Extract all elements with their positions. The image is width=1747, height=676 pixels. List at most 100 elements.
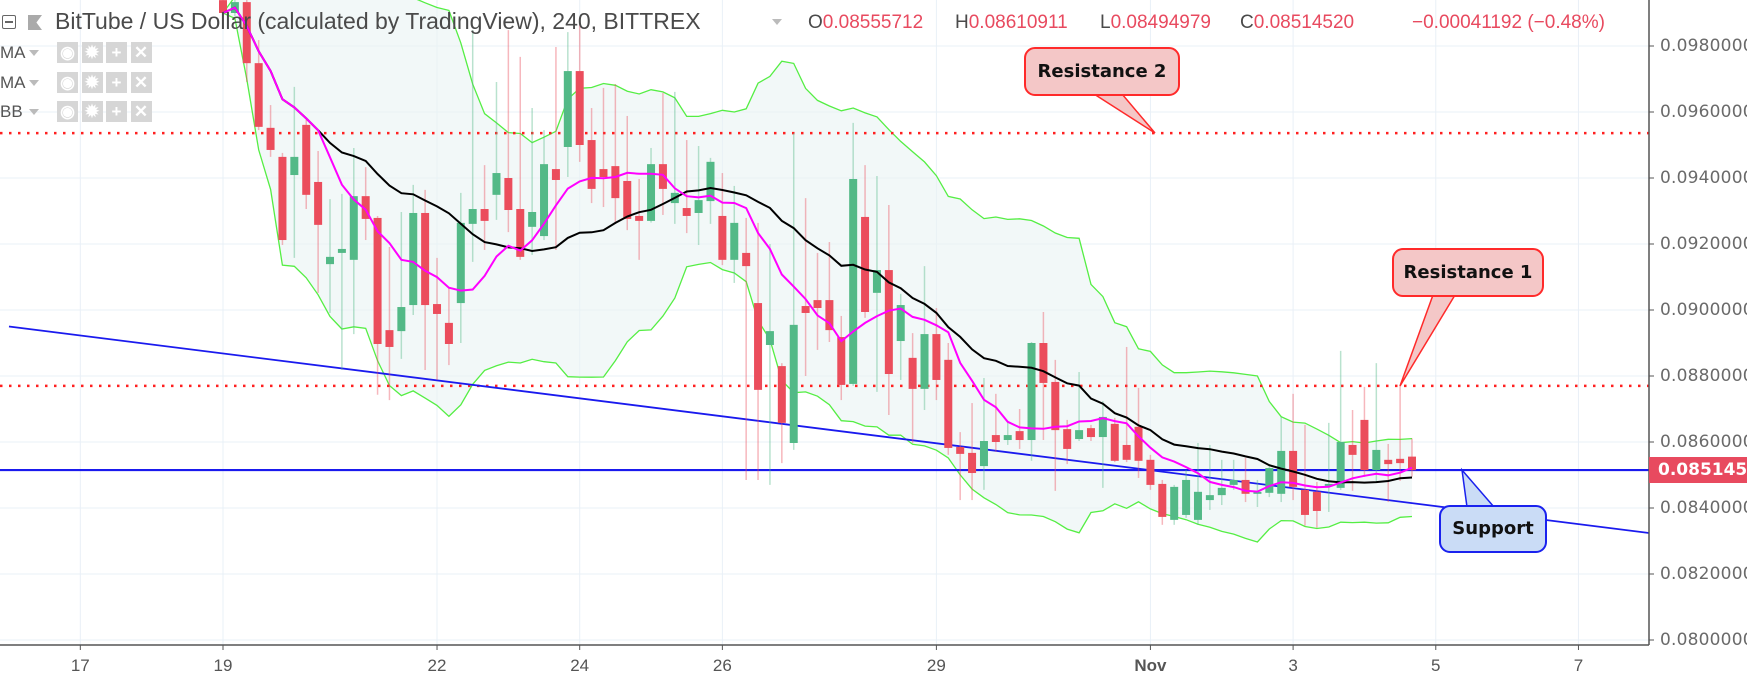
close-icon[interactable]: ✕ <box>130 42 152 63</box>
candle-body[interactable] <box>1324 483 1333 486</box>
candle-body[interactable] <box>1336 442 1345 488</box>
candle-body[interactable] <box>1205 495 1214 501</box>
close-icon[interactable]: ✕ <box>130 101 152 122</box>
candle-body[interactable] <box>1312 491 1321 511</box>
candle-body[interactable] <box>254 63 263 127</box>
candle-body[interactable] <box>587 140 596 189</box>
collapse-icon[interactable] <box>2 15 16 29</box>
candle-body[interactable] <box>647 164 656 221</box>
candle-body[interactable] <box>349 196 358 260</box>
candle-body[interactable] <box>872 270 881 293</box>
candle-body[interactable] <box>1003 435 1012 441</box>
candle-body[interactable] <box>409 212 418 306</box>
candle-body[interactable] <box>1015 431 1024 441</box>
candle-body[interactable] <box>1146 459 1155 485</box>
candle-body[interactable] <box>813 300 822 309</box>
candle-body[interactable] <box>444 322 453 344</box>
descending-trendline[interactable] <box>8 325 1650 534</box>
candle-body[interactable] <box>861 216 870 312</box>
candle-body[interactable] <box>706 161 715 202</box>
flag-icon[interactable] <box>28 15 42 30</box>
close-icon[interactable]: ✕ <box>130 71 152 93</box>
chevron-down-icon[interactable] <box>29 79 39 86</box>
candle-body[interactable] <box>1241 479 1250 494</box>
candle-body[interactable] <box>219 0 227 13</box>
candle-body[interactable] <box>337 248 346 253</box>
candle-body[interactable] <box>492 173 501 195</box>
candle-body[interactable] <box>242 2 251 64</box>
candle-body[interactable] <box>1360 419 1369 471</box>
candle-body[interactable] <box>1396 458 1405 464</box>
candle-body[interactable] <box>944 359 953 448</box>
candle-body[interactable] <box>884 270 893 375</box>
candle-body[interactable] <box>599 169 608 178</box>
candle-body[interactable] <box>575 71 584 145</box>
candle-body[interactable] <box>1122 444 1131 460</box>
price-axis[interactable] <box>1649 0 1747 675</box>
time-axis[interactable] <box>0 645 1649 675</box>
callout-resistance-1[interactable]: Resistance 1 <box>1392 248 1544 297</box>
candle-body[interactable] <box>1229 479 1238 485</box>
candle-body[interactable] <box>777 366 786 423</box>
candle-body[interactable] <box>516 209 525 257</box>
candle-body[interactable] <box>754 303 763 390</box>
candle-body[interactable] <box>1134 426 1143 461</box>
candle-body[interactable] <box>290 156 299 176</box>
candle-body[interactable] <box>1372 449 1381 471</box>
candle-body[interactable] <box>1051 381 1060 431</box>
candle-body[interactable] <box>456 222 465 304</box>
candle-body[interactable] <box>825 300 834 331</box>
legend-label[interactable]: BB <box>0 102 23 121</box>
candle-body[interactable] <box>1253 491 1262 494</box>
candle-body[interactable] <box>504 178 513 211</box>
candle-body[interactable] <box>623 180 632 219</box>
callout-support[interactable]: Support <box>1439 505 1547 553</box>
candle-body[interactable] <box>1408 456 1416 471</box>
candle-body[interactable] <box>1384 459 1393 465</box>
candle-body[interactable] <box>730 222 739 260</box>
plus-icon[interactable]: + <box>106 101 127 122</box>
candle-body[interactable] <box>837 337 846 385</box>
chevron-down-icon[interactable] <box>772 19 782 25</box>
candle-body[interactable] <box>920 334 929 389</box>
candle-body[interactable] <box>302 124 311 195</box>
candle-body[interactable] <box>480 209 489 221</box>
candle-body[interactable] <box>1348 444 1357 455</box>
candle-body[interactable] <box>979 441 988 467</box>
candle-body[interactable] <box>361 196 370 219</box>
candle-body[interactable] <box>742 252 751 267</box>
candle-body[interactable] <box>908 357 917 389</box>
candle-body[interactable] <box>1170 486 1179 520</box>
candle-body[interactable] <box>1193 491 1202 520</box>
callout-resistance-2[interactable]: Resistance 2 <box>1024 47 1180 96</box>
candle-body[interactable] <box>528 211 537 227</box>
candle-body[interactable] <box>1182 479 1191 515</box>
candle-body[interactable] <box>1158 483 1167 517</box>
candle-body[interactable] <box>385 330 394 347</box>
candle-body[interactable] <box>278 156 287 241</box>
candle-body[interactable] <box>1086 428 1095 438</box>
plot-area[interactable] <box>0 0 1650 543</box>
candle-body[interactable] <box>694 200 703 213</box>
candle-body[interactable] <box>956 446 965 454</box>
candle-body[interactable] <box>682 208 691 216</box>
candle-body[interactable] <box>314 181 323 225</box>
candle-body[interactable] <box>433 304 442 314</box>
candle-body[interactable] <box>765 331 774 345</box>
candle-body[interactable] <box>635 215 644 221</box>
candle-body[interactable] <box>932 334 941 380</box>
candle-body[interactable] <box>658 164 667 189</box>
candle-body[interactable] <box>968 452 977 474</box>
plus-icon[interactable]: + <box>106 71 127 93</box>
candle-body[interactable] <box>373 217 382 344</box>
legend-label[interactable]: MA <box>0 72 26 92</box>
candle-body[interactable] <box>991 435 1000 442</box>
gear-icon[interactable]: ✹ <box>81 71 103 93</box>
candle-body[interactable] <box>849 178 858 384</box>
eye-icon[interactable]: ◉ <box>57 71 78 93</box>
chevron-down-icon[interactable] <box>29 109 39 115</box>
plus-icon[interactable]: + <box>106 42 127 63</box>
candle-body[interactable] <box>563 71 572 147</box>
candle-body[interactable] <box>896 305 905 342</box>
